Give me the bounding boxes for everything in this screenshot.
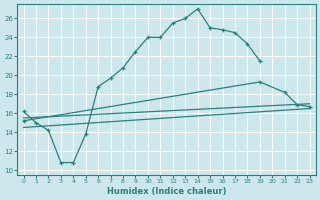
X-axis label: Humidex (Indice chaleur): Humidex (Indice chaleur) [107, 187, 226, 196]
